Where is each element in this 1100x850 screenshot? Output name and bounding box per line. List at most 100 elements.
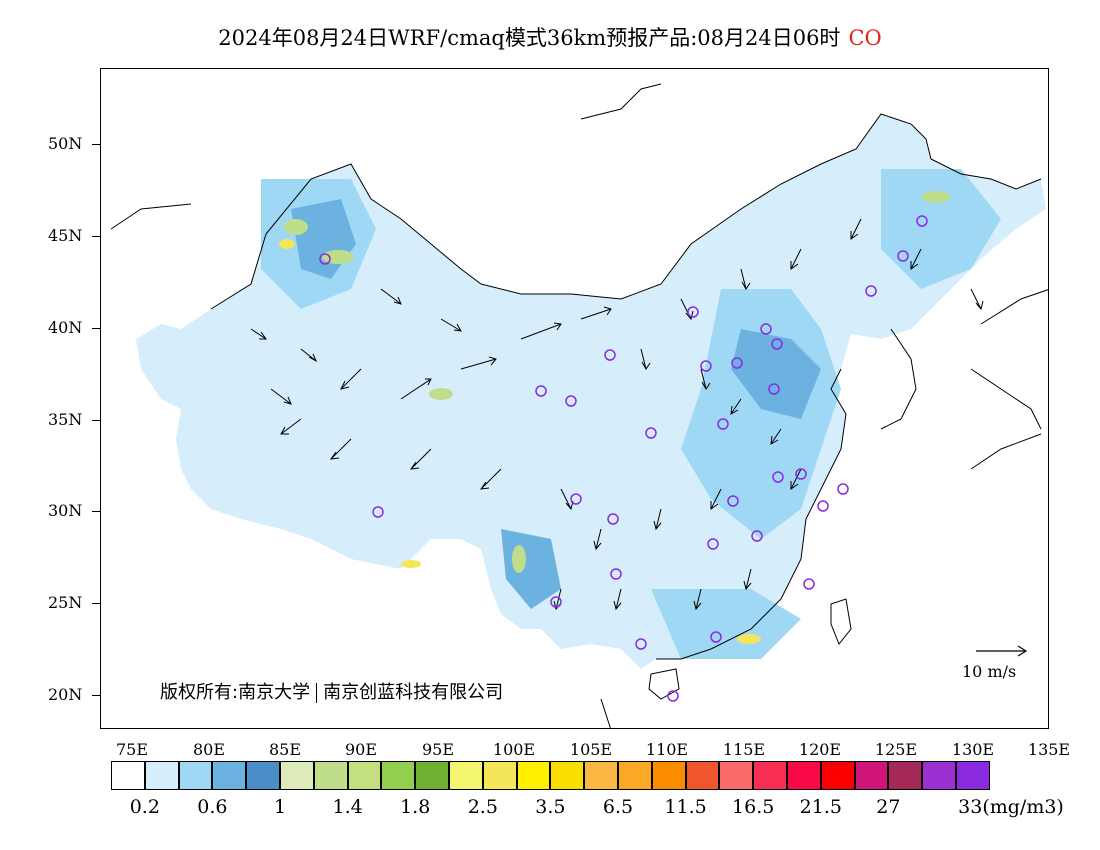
lon-label-120e: 120E: [798, 740, 842, 759]
hotspot-yellow-2: [737, 634, 761, 644]
colorbar-cell: [347, 761, 382, 790]
colorbar-cell: [617, 761, 652, 790]
station-marker: [607, 513, 619, 525]
wind-arrow: [520, 322, 562, 340]
colorbar-label: 33(mg/m3): [958, 796, 1064, 818]
wind-arrow: [613, 588, 622, 611]
colorbar-cell: [651, 761, 686, 790]
hotspot-green-4: [512, 545, 526, 573]
colorbar-cell: [246, 761, 280, 790]
colorbar-label: 21.5: [799, 796, 842, 818]
wind-arrow: [270, 388, 292, 405]
wind-arrow: [460, 356, 497, 370]
wind-arrow: [730, 398, 742, 415]
wind-arrow: [710, 488, 722, 510]
colorbar-cell: [820, 761, 855, 790]
wind-vector-layer: [250, 218, 984, 611]
station-marker: [731, 357, 743, 369]
colorbar-cell: [685, 761, 720, 790]
species-label: CO: [848, 26, 882, 50]
lat-tick: [92, 144, 100, 145]
hotspot-green-3: [429, 388, 453, 400]
colorbar-label: 1.4: [332, 796, 363, 818]
colorbar-cell: [955, 761, 990, 790]
wind-arrow: [329, 438, 352, 460]
wind-arrow: [850, 218, 862, 240]
wind-arrow: [743, 568, 752, 591]
station-marker: [710, 631, 722, 643]
wind-arrow: [910, 248, 922, 270]
hotspot-green-2: [322, 250, 354, 264]
wind-arrow: [340, 368, 362, 390]
station-marker: [751, 530, 763, 542]
lat-label-20n: 20N: [48, 685, 83, 704]
china-border: [210, 113, 1042, 310]
hotspot-north-china: [731, 329, 821, 419]
lon-label-115e: 115E: [722, 740, 766, 759]
wind-arrow: [250, 328, 267, 340]
hotspot-green-1: [284, 219, 308, 235]
wind-arrow: [560, 488, 574, 511]
lon-label-105e: 105E: [569, 740, 613, 759]
station-marker: [535, 385, 547, 397]
lon-label-100e: 100E: [492, 740, 536, 759]
wind-arrow: [440, 318, 462, 332]
wind-arrow: [593, 528, 602, 551]
station-marker: [667, 690, 679, 702]
lon-label-85e: 85E: [268, 740, 302, 759]
colorbar-label: 16.5: [732, 796, 775, 818]
station-marker: [760, 323, 772, 335]
station-marker: [803, 578, 815, 590]
colorbar-cell: [144, 761, 179, 790]
station-marker: [610, 568, 622, 580]
colorbar-cell: [550, 761, 585, 790]
colorbar-cell: [448, 761, 483, 790]
lon-label-95e: 95E: [421, 740, 455, 759]
coastline-north: [580, 83, 662, 120]
station-marker: [700, 360, 712, 372]
lon-label-75e: 75E: [115, 740, 149, 759]
wind-arrow: [400, 378, 432, 400]
colorbar-label: 27: [876, 796, 901, 818]
station-marker: [645, 427, 657, 439]
wind-arrow: [380, 288, 402, 305]
lat-label-30n: 30N: [48, 501, 83, 520]
wind-arrow: [409, 448, 432, 470]
colorbar: [111, 761, 990, 790]
reference-vector-label: 10 m/s: [962, 662, 1017, 681]
copyright-part2: 南京创蓝科技有限公司: [323, 682, 504, 703]
wind-arrow: [280, 418, 302, 435]
coastline-sea-japan: [980, 289, 1048, 325]
wind-arrow: [300, 348, 318, 363]
colorbar-label: 3.5: [535, 796, 566, 818]
lon-label-80e: 80E: [192, 740, 226, 759]
station-marker: [772, 471, 784, 483]
wind-arrow: [790, 468, 802, 490]
wind-arrow: [790, 248, 802, 270]
wind-arrow: [693, 588, 702, 611]
coastline-korea: [880, 328, 917, 430]
colorbar-label: 6.5: [602, 796, 634, 818]
map-canvas: [110, 83, 1048, 728]
colorbar-cell: [584, 761, 618, 790]
colorbar-label: 2.5: [467, 796, 498, 818]
colorbar-cell: [786, 761, 821, 790]
colorbar-cell: [279, 761, 314, 790]
wind-arrow: [653, 508, 662, 531]
colorbar-cell: [415, 761, 449, 790]
station-marker: [771, 338, 783, 350]
lat-tick: [92, 603, 100, 604]
wind-arrow: [580, 306, 612, 320]
map-panel: [100, 68, 1049, 729]
coastline-japan: [970, 368, 1042, 430]
station-marker: [865, 285, 877, 297]
lon-label-125e: 125E: [874, 740, 918, 759]
lat-label-35n: 35N: [48, 410, 83, 429]
station-marker: [570, 493, 582, 505]
station-marker: [565, 395, 577, 407]
coastline-japan-south: [970, 433, 1042, 470]
lon-label-90e: 90E: [344, 740, 378, 759]
colorbar-cell: [753, 761, 787, 790]
station-marker: [727, 495, 739, 507]
colorbar-cell: [212, 761, 247, 790]
